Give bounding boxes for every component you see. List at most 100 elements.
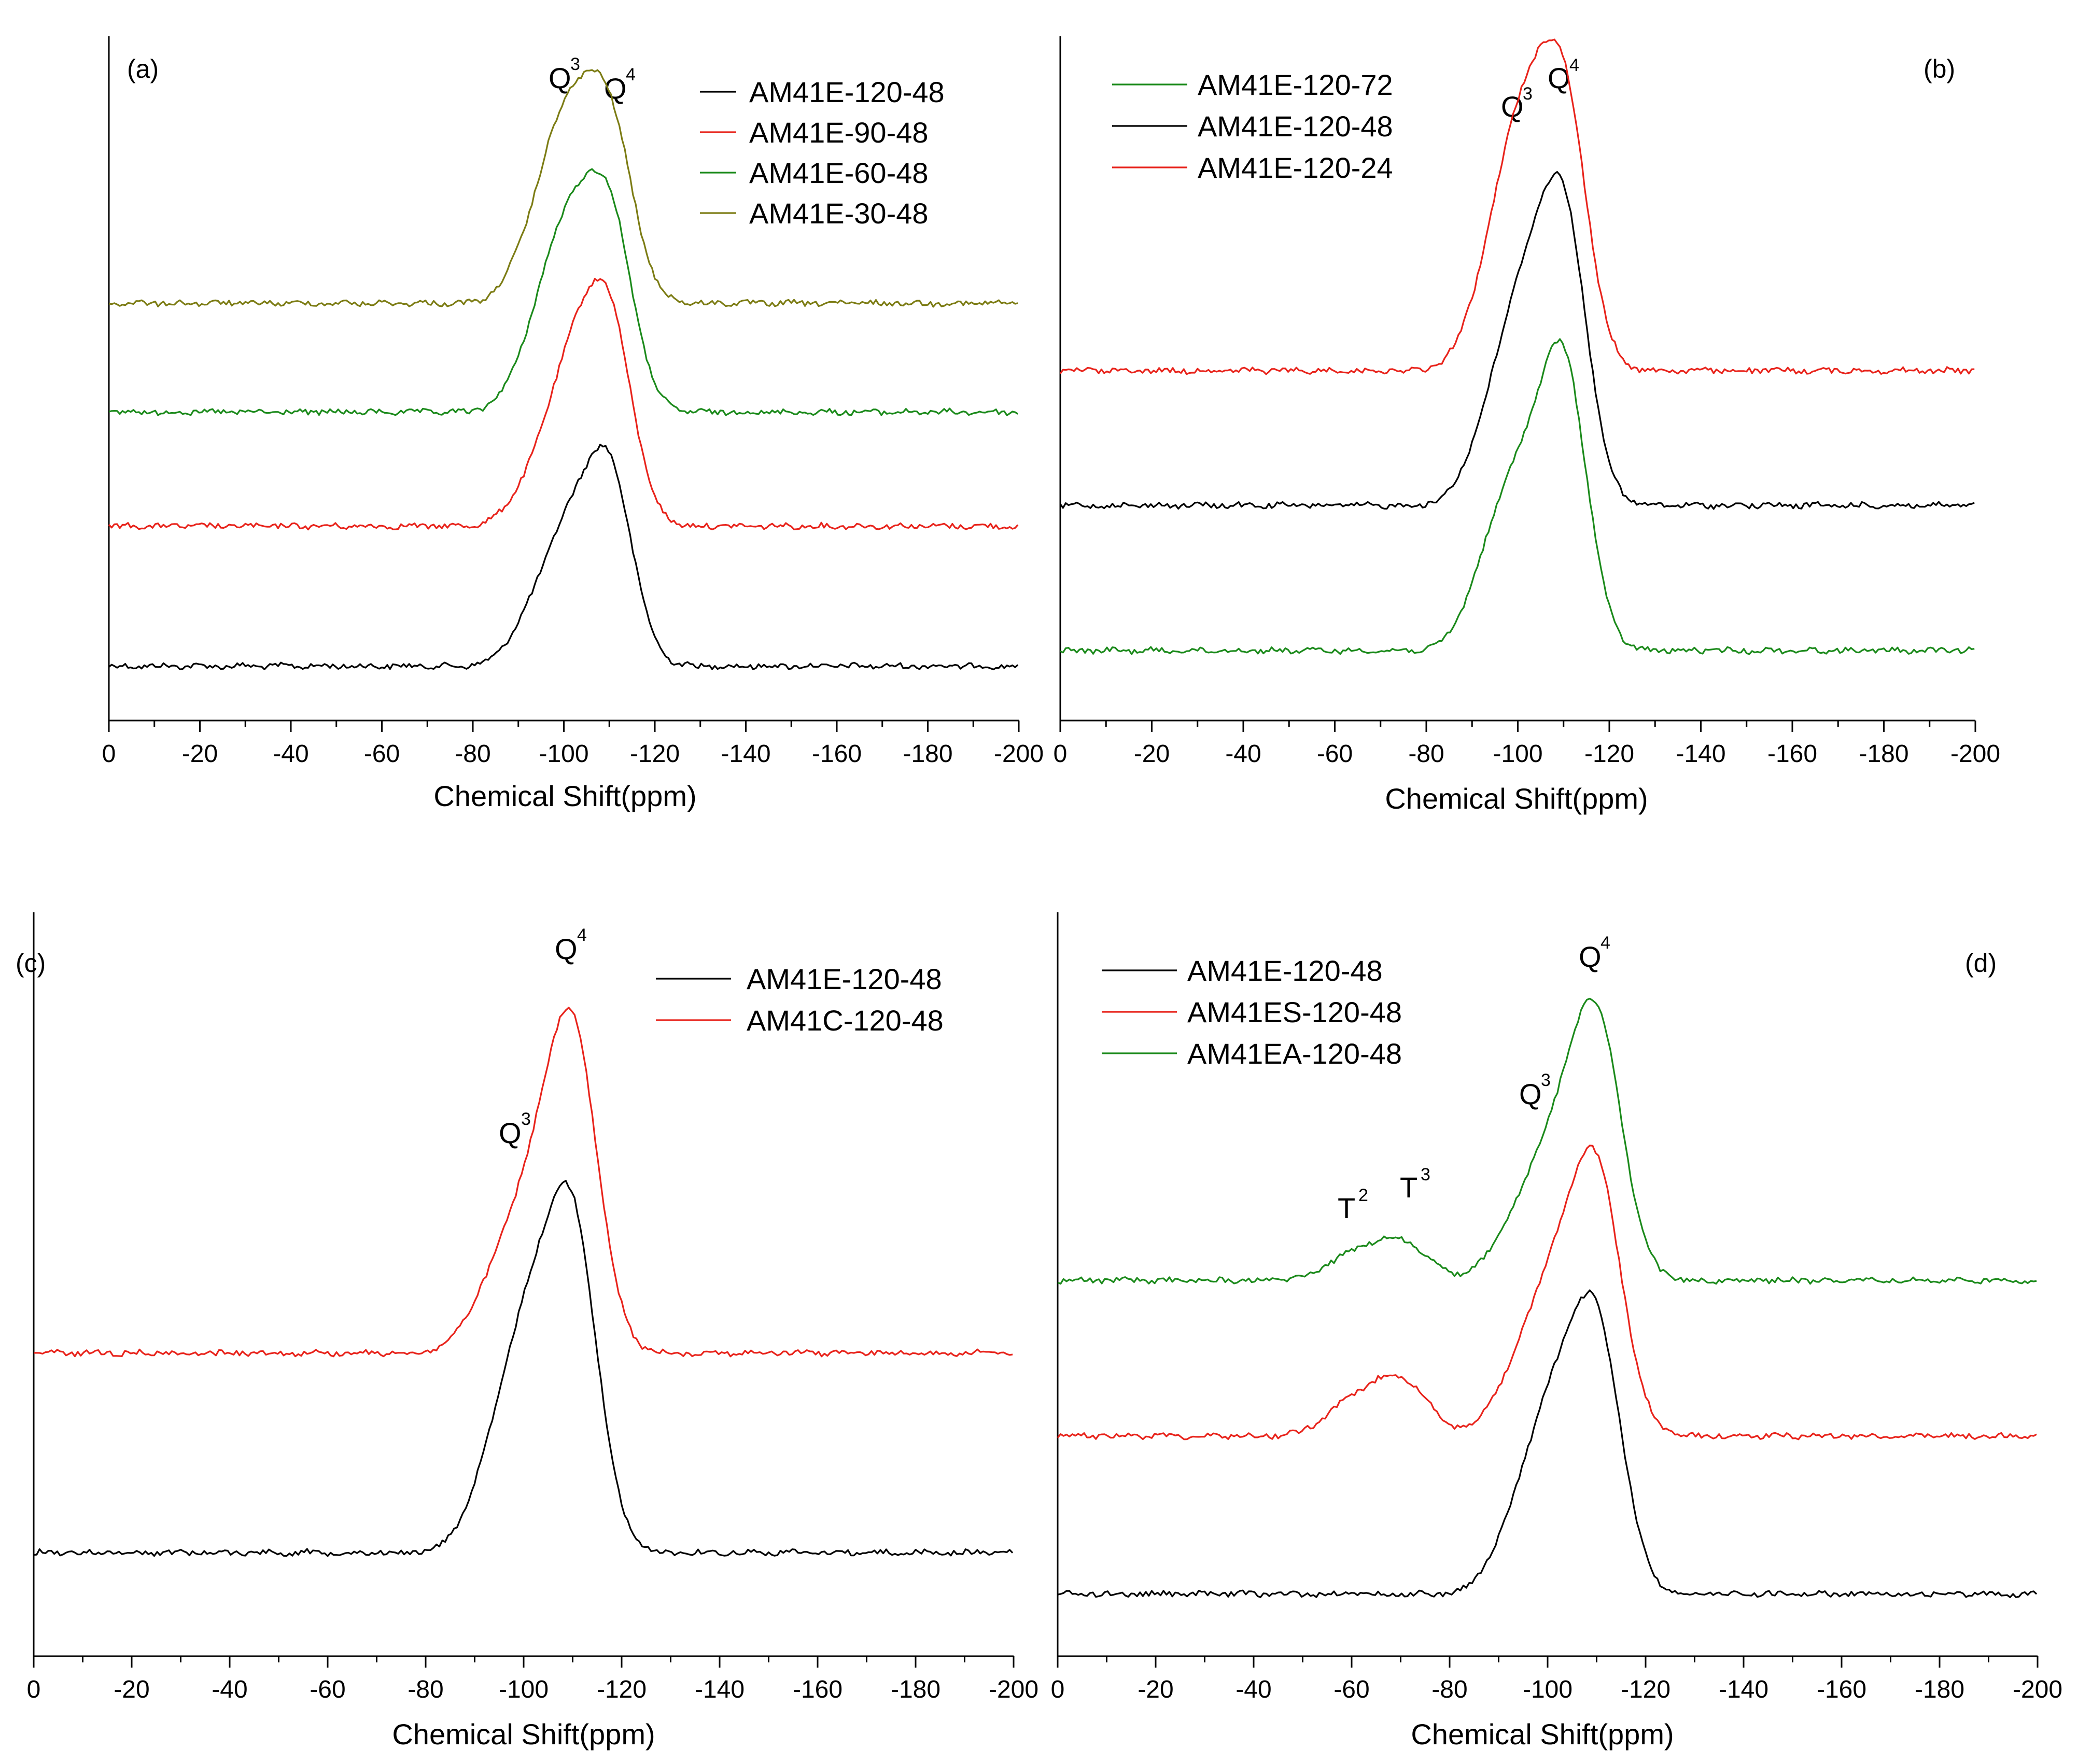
x-tick-label: -120 xyxy=(1584,740,1634,768)
peak-label-sup: 3 xyxy=(1541,1070,1551,1090)
x-tick-label: -200 xyxy=(2013,1676,2062,1703)
peak-label-sup: 4 xyxy=(1600,933,1610,953)
x-tick-label: -60 xyxy=(1333,1676,1369,1703)
x-tick-label: -100 xyxy=(499,1676,549,1703)
legend-label: AM41E-30-48 xyxy=(749,197,929,230)
x-tick-label: -40 xyxy=(212,1676,247,1703)
peak-label-text: T xyxy=(1400,1171,1417,1204)
peak-label-sup: 3 xyxy=(570,54,580,74)
peak-label-text: Q xyxy=(1519,1078,1542,1110)
x-tick-label: -40 xyxy=(273,740,308,768)
peak-label: Q 3 xyxy=(549,54,580,94)
x-tick-label: -20 xyxy=(114,1676,149,1703)
x-tick-label: -60 xyxy=(310,1676,345,1703)
x-tick-label: -120 xyxy=(1621,1676,1670,1703)
x-tick-label: -60 xyxy=(364,740,400,768)
x-axis-title: Chemical Shift(ppm) xyxy=(392,1718,655,1751)
x-tick-label: 0 xyxy=(27,1676,41,1703)
x-tick-label: -40 xyxy=(1225,740,1261,768)
spectrum-trace xyxy=(33,1180,1014,1557)
x-tick-label: -180 xyxy=(1915,1676,1964,1703)
panel-label: (b) xyxy=(1923,54,1955,83)
legend-label: AM41E-120-72 xyxy=(1198,68,1393,101)
x-tick-label: -140 xyxy=(695,1676,745,1703)
legend-label: AM41E-120-24 xyxy=(1198,151,1393,184)
peak-label: Q 4 xyxy=(555,925,587,965)
peak-label-sup: 3 xyxy=(1523,84,1533,104)
spectrum-trace xyxy=(108,278,1019,531)
legend-label: AM41E-120-48 xyxy=(1198,110,1393,143)
x-tick-label: -100 xyxy=(1523,1676,1572,1703)
x-tick-label: 0 xyxy=(102,740,116,768)
peak-label: T 3 xyxy=(1400,1165,1430,1204)
spectrum-trace xyxy=(1057,997,2037,1285)
x-axis-title: Chemical Shift(ppm) xyxy=(1385,782,1648,815)
x-tick-label: -140 xyxy=(1719,1676,1768,1703)
x-tick-label: -200 xyxy=(994,740,1044,768)
spectrum-trace xyxy=(1057,1289,2038,1598)
peak-label-text: Q xyxy=(499,1117,522,1149)
legend: AM41E-120-48 AM41ES-120-48 AM41EA-120-48 xyxy=(1102,954,1402,1070)
x-tick-label: -20 xyxy=(1134,740,1170,768)
spectrum-trace xyxy=(1059,38,1975,375)
x-tick-label: -140 xyxy=(1676,740,1725,768)
peak-label-text: Q xyxy=(549,62,571,94)
peak-label: Q 4 xyxy=(604,65,636,105)
peak-label-text: T xyxy=(1338,1192,1355,1224)
panel-label: (a) xyxy=(127,54,159,83)
x-tick-label: -20 xyxy=(182,740,218,768)
peak-label-sup: 4 xyxy=(577,925,587,945)
x-tick-label: -80 xyxy=(455,740,490,768)
panel-a: (a) Chemical Shift(ppm) AM41E-120-48 AM4… xyxy=(102,36,1044,812)
peak-label: Q 4 xyxy=(1548,55,1579,94)
x-tick-label: -120 xyxy=(630,740,680,768)
x-tick-label: -160 xyxy=(793,1676,843,1703)
panel-c: (c) Chemical Shift(ppm) AM41E-120-48 AM4… xyxy=(16,912,1038,1751)
legend-label: AM41E-90-48 xyxy=(749,116,929,149)
x-tick-label: -160 xyxy=(812,740,862,768)
x-tick-label: -180 xyxy=(1859,740,1908,768)
panel-d: (d) Chemical Shift(ppm) AM41E-120-48 AM4… xyxy=(1051,912,2062,1751)
peak-label: Q 4 xyxy=(1579,933,1610,973)
panel-label: (d) xyxy=(1965,949,1997,978)
x-tick-label: -200 xyxy=(989,1676,1038,1703)
peak-label-text: Q xyxy=(555,933,578,965)
x-tick-label: -20 xyxy=(1138,1676,1173,1703)
spectrum-trace xyxy=(1059,171,1975,510)
peak-label-sup: 2 xyxy=(1358,1186,1368,1205)
spectrum-trace xyxy=(108,443,1019,671)
x-tick-label: 0 xyxy=(1051,1676,1065,1703)
legend: AM41E-120-72 AM41E-120-48 AM41E-120-24 xyxy=(1112,68,1393,184)
peak-label-sup: 4 xyxy=(1569,55,1579,75)
spectrum-trace xyxy=(108,69,1018,308)
x-tick-label: -180 xyxy=(903,740,952,768)
legend-label: AM41E-120-48 xyxy=(1187,954,1383,987)
x-tick-label: -60 xyxy=(1317,740,1353,768)
peak-label-sup: 3 xyxy=(1421,1165,1430,1184)
x-tick-label: -100 xyxy=(539,740,588,768)
legend-label: AM41E-120-48 xyxy=(747,963,942,995)
legend-label: AM41ES-120-48 xyxy=(1187,996,1402,1028)
x-tick-label: -180 xyxy=(891,1676,940,1703)
spectrum-trace xyxy=(1057,1145,2037,1441)
x-tick-label: -140 xyxy=(721,740,770,768)
peak-label-sup: 4 xyxy=(626,65,636,84)
peak-label-text: Q xyxy=(1579,940,1602,973)
x-axis-title: Chemical Shift(ppm) xyxy=(1411,1718,1674,1751)
peak-label: T 2 xyxy=(1338,1186,1368,1224)
panel-label: (c) xyxy=(16,949,46,978)
legend-label: AM41E-60-48 xyxy=(749,157,929,189)
x-tick-label: -40 xyxy=(1235,1676,1271,1703)
spectrum-trace xyxy=(33,1007,1013,1358)
legend-label: AM41EA-120-48 xyxy=(1187,1037,1402,1070)
legend: AM41E-120-48 AM41C-120-48 xyxy=(656,963,944,1037)
x-tick-label: -160 xyxy=(1767,740,1817,768)
x-tick-label: -80 xyxy=(408,1676,443,1703)
x-axis-title: Chemical Shift(ppm) xyxy=(433,780,696,812)
peak-label-sup: 3 xyxy=(521,1109,531,1129)
x-tick-label: -200 xyxy=(1950,740,2000,768)
spectrum-trace xyxy=(108,168,1019,416)
x-tick-label: -80 xyxy=(1408,740,1444,768)
panel-b: (b) Chemical Shift(ppm) AM41E-120-72 AM4… xyxy=(1054,36,2000,815)
